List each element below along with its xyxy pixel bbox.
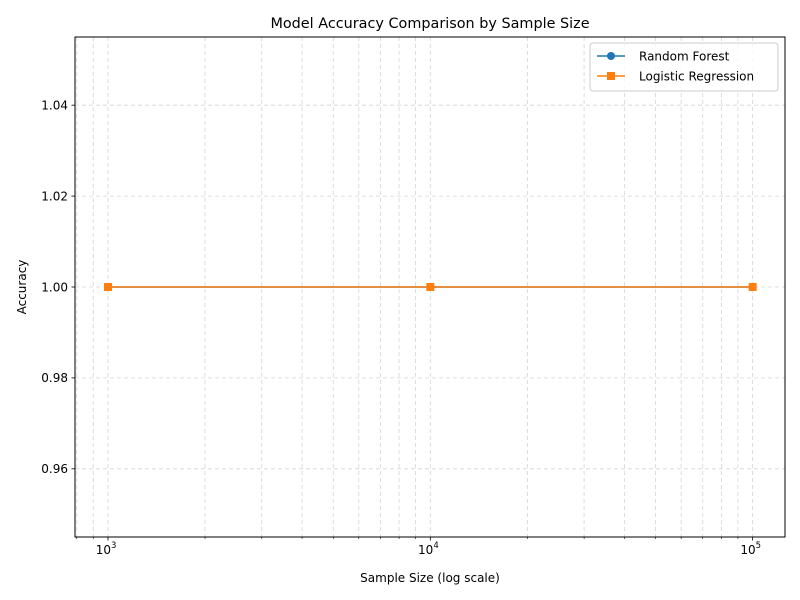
ticks: 10 3 10 4 10 50.960.981.001.021.04 [41, 98, 761, 557]
x-tick-base: 10 [418, 543, 433, 557]
legend-entry: Random Forest [597, 49, 730, 63]
grid [75, 37, 785, 537]
chart-title: Model Accuracy Comparison by Sample Size [270, 16, 589, 32]
legend-swatch-marker [607, 52, 615, 60]
x-tick-exponent: 5 [756, 541, 761, 551]
data-point [748, 283, 757, 291]
legend-label: Random Forest [639, 49, 730, 63]
y-tick-label: 1.04 [41, 98, 68, 112]
y-tick-label: 0.96 [41, 462, 68, 476]
x-tick-label: 10 3 [96, 541, 117, 557]
y-axis-label: Accuracy [15, 260, 29, 315]
data-point [426, 283, 435, 291]
series-1 [103, 283, 757, 291]
x-tick-label: 10 4 [418, 541, 439, 557]
x-tick-base: 10 [740, 543, 755, 557]
legend-label: Logistic Regression [639, 69, 754, 83]
series-layer [103, 283, 757, 291]
data-point [103, 283, 112, 291]
y-tick-label: 1.02 [41, 189, 68, 203]
x-tick-exponent: 3 [111, 541, 116, 551]
x-axis-label: Sample Size (log scale) [360, 571, 500, 585]
legend-box [589, 42, 779, 92]
y-tick-label: 0.98 [41, 371, 68, 385]
legend: Random Forest Logistic Regression [589, 42, 779, 92]
legend-swatch-marker [607, 72, 615, 80]
x-tick-exponent: 4 [433, 541, 438, 551]
x-tick-base: 10 [96, 543, 111, 557]
legend-entry: Logistic Regression [597, 69, 754, 83]
x-tick-label: 10 5 [740, 541, 761, 557]
y-tick-label: 1.00 [41, 280, 68, 294]
